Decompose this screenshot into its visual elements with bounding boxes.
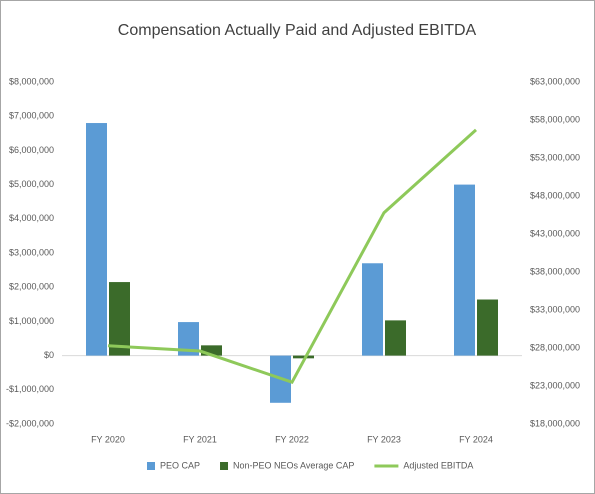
y2-tick-label: $28,000,000 — [530, 342, 580, 352]
x-tick-label: FY 2022 — [275, 434, 309, 444]
legend-label: Non-PEO NEOs Average CAP — [233, 460, 354, 470]
y-tick-label: $3,000,000 — [9, 247, 54, 257]
y-tick-label: $4,000,000 — [9, 213, 54, 223]
y2-tick-label: $48,000,000 — [530, 190, 580, 200]
x-tick-label: FY 2024 — [459, 434, 493, 444]
legend-label: PEO CAP — [160, 460, 200, 470]
y-tick-label: $6,000,000 — [9, 145, 54, 155]
y2-tick-label: $23,000,000 — [530, 380, 580, 390]
legend-marker — [220, 462, 229, 470]
bar — [178, 322, 199, 356]
y2-tick-label: $58,000,000 — [530, 114, 580, 124]
bar — [362, 263, 383, 356]
bar — [109, 282, 130, 356]
y-tick-label: $5,000,000 — [9, 179, 54, 189]
y2-tick-label: $43,000,000 — [530, 228, 580, 238]
bar — [293, 355, 314, 359]
y2-tick-label: $18,000,000 — [530, 418, 580, 428]
y-tick-label: -$1,000,000 — [6, 384, 54, 394]
x-tick-label: FY 2020 — [91, 434, 125, 444]
y-tick-label: $1,000,000 — [9, 316, 54, 326]
y-tick-label: $2,000,000 — [9, 282, 54, 292]
y-tick-label: $7,000,000 — [9, 111, 54, 121]
bar — [477, 299, 498, 356]
y2-tick-label: $38,000,000 — [530, 266, 580, 276]
x-tick-label: FY 2023 — [367, 434, 401, 444]
legend-label: Adjusted EBITDA — [403, 460, 473, 470]
bar — [86, 123, 107, 356]
y2-tick-label: $33,000,000 — [530, 304, 580, 314]
x-tick-label: FY 2021 — [183, 434, 217, 444]
line — [107, 128, 478, 385]
y-tick-label: $0 — [44, 350, 54, 360]
bar — [201, 345, 222, 356]
bar — [454, 184, 475, 356]
legend-marker — [147, 462, 155, 470]
y-tick-label: -$2,000,000 — [6, 418, 54, 428]
y-tick-label: $8,000,000 — [9, 76, 54, 86]
chart-title: Compensation Actually Paid and Adjusted … — [118, 22, 477, 39]
y2-tick-label: $53,000,000 — [530, 152, 580, 162]
bar — [385, 320, 406, 356]
y2-tick-label: $63,000,000 — [530, 76, 580, 86]
